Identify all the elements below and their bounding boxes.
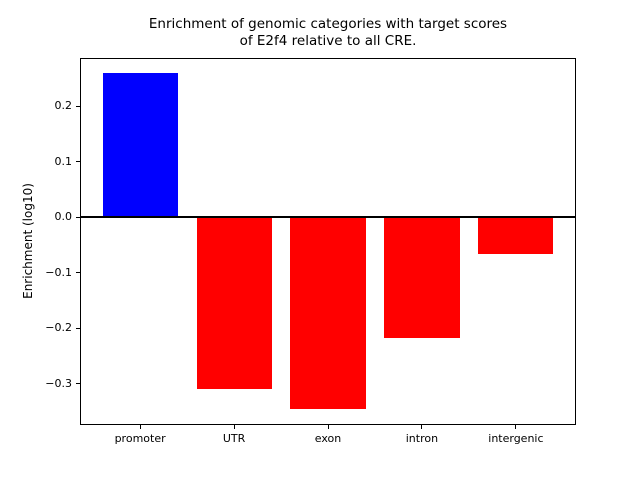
- y-axis-tick-label: 0.0: [54, 210, 73, 224]
- y-tick-mark: [76, 272, 80, 274]
- chart-title-line-2: of E2f4 relative to all CRE.: [239, 33, 417, 49]
- x-axis-tick-label: intergenic: [488, 432, 544, 445]
- y-tick-mark: [76, 216, 80, 218]
- x-axis-tick-label: UTR: [222, 432, 246, 445]
- y-axis-tick-label: −0.2: [45, 321, 72, 335]
- x-axis-tick-label: intron: [405, 432, 439, 445]
- x-tick-mark: [515, 425, 517, 429]
- y-axis-tick-label: 0.1: [54, 154, 73, 168]
- bar-exon: [290, 217, 366, 410]
- x-tick-mark: [139, 425, 141, 429]
- y-tick-mark: [76, 327, 80, 329]
- y-tick-mark: [76, 105, 80, 107]
- zero-line: [80, 216, 576, 219]
- y-axis-tick-label: 0.2: [54, 99, 73, 113]
- x-tick-mark: [421, 425, 423, 429]
- x-axis-tick-label: promoter: [114, 432, 166, 445]
- bar-UTR: [196, 217, 272, 390]
- y-axis-tick-label: −0.1: [45, 265, 72, 279]
- x-tick-mark: [233, 425, 235, 429]
- x-axis-tick-label: exon: [314, 432, 342, 445]
- y-axis-label: Enrichment (log10): [21, 183, 35, 299]
- chart-title-line-1: Enrichment of genomic categories with ta…: [148, 16, 508, 32]
- bar-intergenic: [478, 217, 554, 255]
- y-axis-tick-label: −0.3: [45, 376, 72, 390]
- bar-intron: [384, 217, 460, 339]
- chart-title: Enrichment of genomic categories with ta…: [80, 16, 576, 50]
- bar-promoter: [102, 73, 178, 218]
- x-tick-mark: [327, 425, 329, 429]
- y-tick-mark: [76, 161, 80, 163]
- y-tick-mark: [76, 383, 80, 385]
